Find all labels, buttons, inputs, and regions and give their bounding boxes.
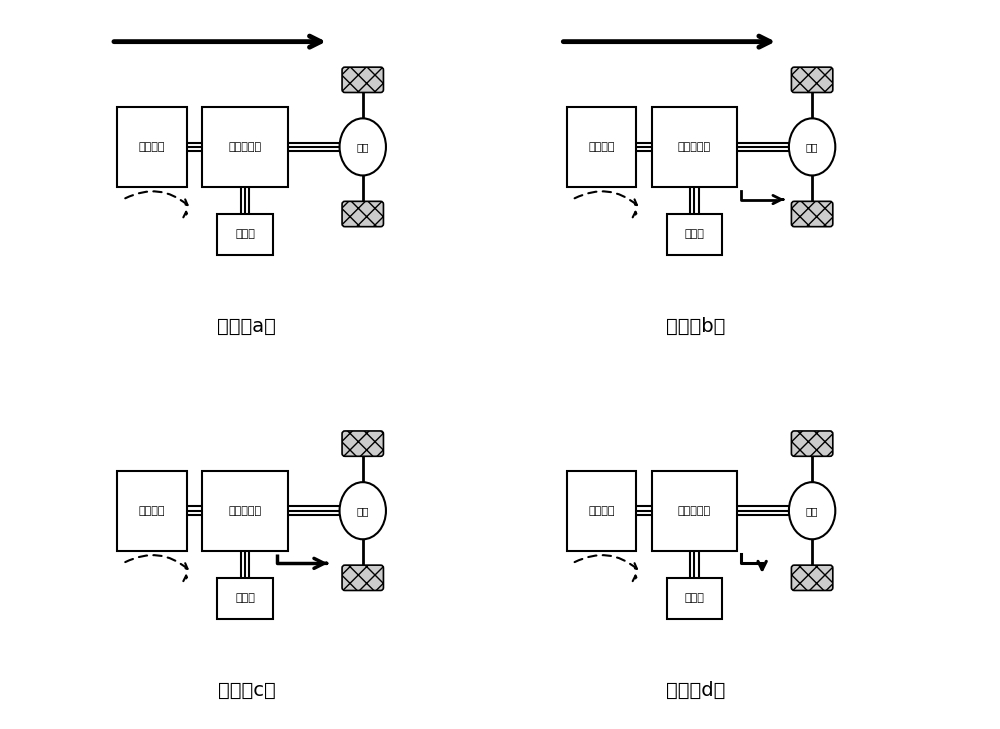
FancyBboxPatch shape: [791, 431, 833, 456]
FancyBboxPatch shape: [667, 214, 722, 255]
Text: 电机: 电机: [806, 506, 818, 515]
Text: 模式（c）: 模式（c）: [218, 681, 276, 700]
Text: 蓄电池: 蓄电池: [684, 593, 704, 603]
FancyBboxPatch shape: [791, 67, 833, 93]
Text: 燃料电池: 燃料电池: [588, 142, 615, 152]
Text: 模式（b）: 模式（b）: [666, 317, 726, 336]
FancyBboxPatch shape: [202, 106, 288, 187]
Text: 电机: 电机: [806, 142, 818, 152]
Text: 模式（a）: 模式（a）: [217, 317, 276, 336]
FancyBboxPatch shape: [217, 577, 273, 619]
Text: 模式（d）: 模式（d）: [666, 681, 726, 700]
FancyBboxPatch shape: [202, 471, 288, 551]
FancyBboxPatch shape: [791, 565, 833, 590]
FancyBboxPatch shape: [567, 471, 636, 551]
Text: 功率变换器: 功率变换器: [228, 142, 262, 152]
FancyBboxPatch shape: [667, 577, 722, 619]
FancyBboxPatch shape: [217, 214, 273, 255]
FancyBboxPatch shape: [342, 67, 383, 93]
FancyBboxPatch shape: [342, 431, 383, 456]
Text: 燃料电池: 燃料电池: [588, 506, 615, 515]
FancyBboxPatch shape: [342, 565, 383, 590]
Ellipse shape: [789, 482, 835, 539]
Text: 燃料电池: 燃料电池: [139, 142, 165, 152]
Text: 电机: 电机: [357, 506, 369, 515]
FancyBboxPatch shape: [652, 471, 737, 551]
Ellipse shape: [789, 118, 835, 176]
Text: 蓄电池: 蓄电池: [235, 593, 255, 603]
FancyBboxPatch shape: [567, 106, 636, 187]
Text: 功率变换器: 功率变换器: [678, 142, 711, 152]
Text: 电机: 电机: [357, 142, 369, 152]
FancyBboxPatch shape: [791, 201, 833, 227]
Text: 燃料电池: 燃料电池: [139, 506, 165, 515]
Text: 蓄电池: 蓄电池: [235, 230, 255, 239]
Text: 功率变换器: 功率变换器: [228, 506, 262, 515]
FancyBboxPatch shape: [342, 201, 383, 227]
FancyBboxPatch shape: [117, 106, 187, 187]
Ellipse shape: [340, 482, 386, 539]
FancyBboxPatch shape: [652, 106, 737, 187]
Text: 蓄电池: 蓄电池: [684, 230, 704, 239]
Ellipse shape: [340, 118, 386, 176]
FancyBboxPatch shape: [117, 471, 187, 551]
Text: 功率变换器: 功率变换器: [678, 506, 711, 515]
